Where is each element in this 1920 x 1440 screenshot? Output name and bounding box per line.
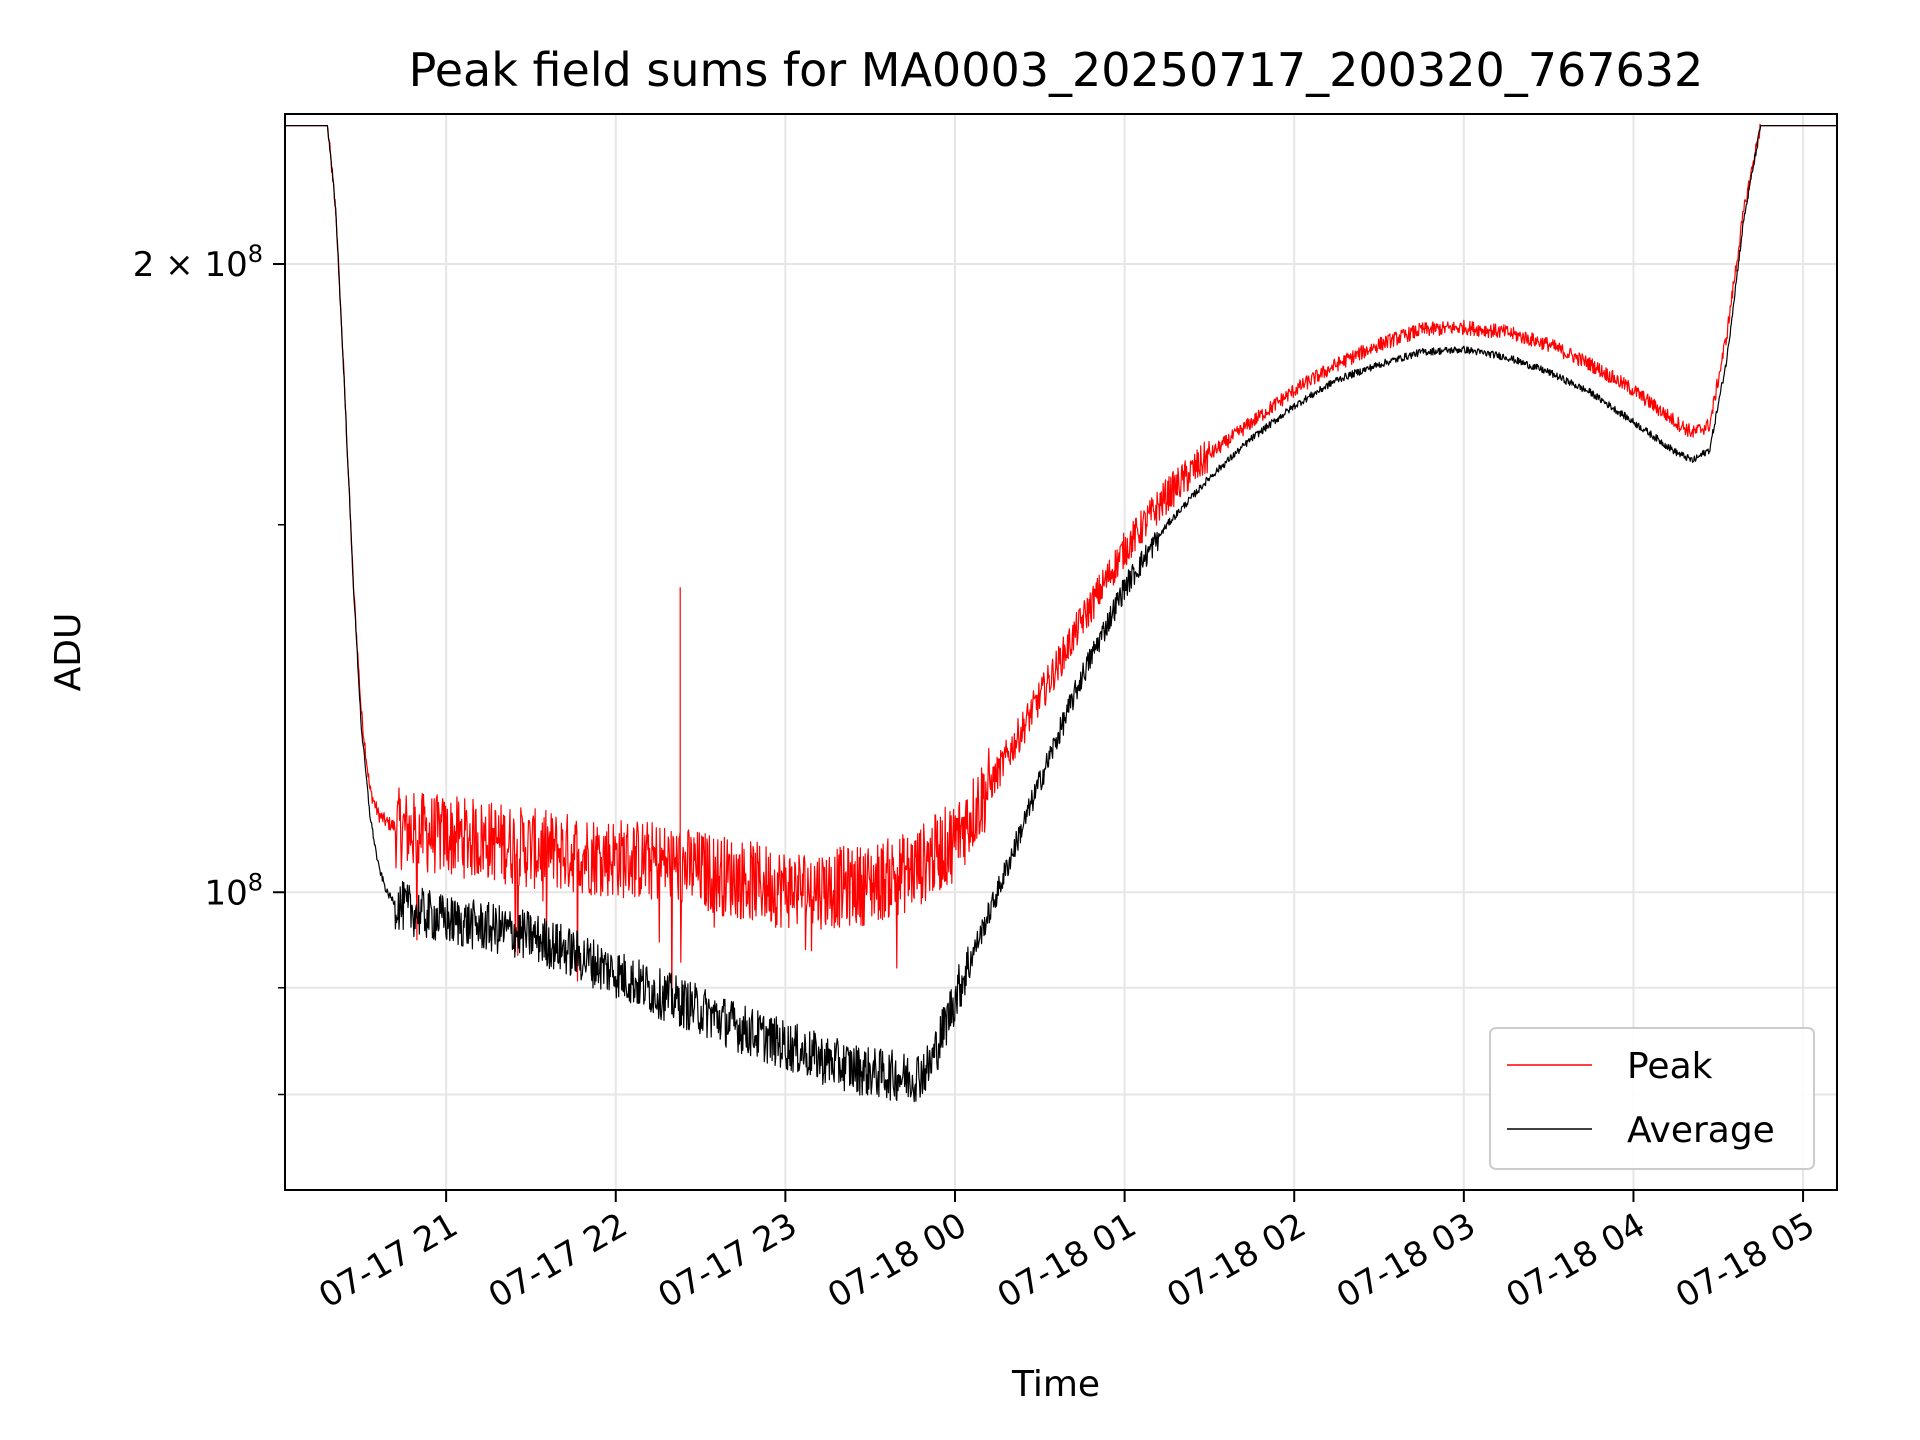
y-axis-label: ADU — [48, 613, 89, 692]
x-tick-label: 07-18 05 — [1669, 1205, 1821, 1316]
x-tick-label: 07-18 02 — [1160, 1205, 1312, 1316]
x-tick-label: 07-18 01 — [991, 1205, 1143, 1316]
legend: Peak Average — [1489, 1027, 1815, 1170]
x-tick-label: 07-18 04 — [1500, 1205, 1652, 1316]
grid — [285, 114, 1837, 1190]
plot-lines — [285, 123, 1837, 1103]
plot-frame — [284, 113, 1838, 1191]
legend-label-peak: Peak — [1627, 1046, 1713, 1087]
legend-box — [1489, 1027, 1815, 1170]
x-tick-label: 07-17 22 — [482, 1205, 634, 1316]
y-tick-label: 108 — [204, 868, 263, 913]
chart-title: Peak field sums for MA0003_20250717_2003… — [409, 43, 1704, 97]
legend-label-average: Average — [1627, 1110, 1775, 1151]
x-axis-label: Time — [1011, 1364, 1100, 1405]
x-tick-label: 07-18 00 — [821, 1205, 973, 1316]
series-line-peak — [285, 123, 1837, 1011]
y-tick-label: 2 × 108 — [133, 240, 263, 285]
x-tick-label: 07-17 23 — [651, 1205, 803, 1316]
x-tick-label: 07-18 03 — [1330, 1205, 1482, 1316]
series-line-average — [285, 125, 1837, 1103]
x-tick-label: 07-17 21 — [312, 1205, 464, 1316]
